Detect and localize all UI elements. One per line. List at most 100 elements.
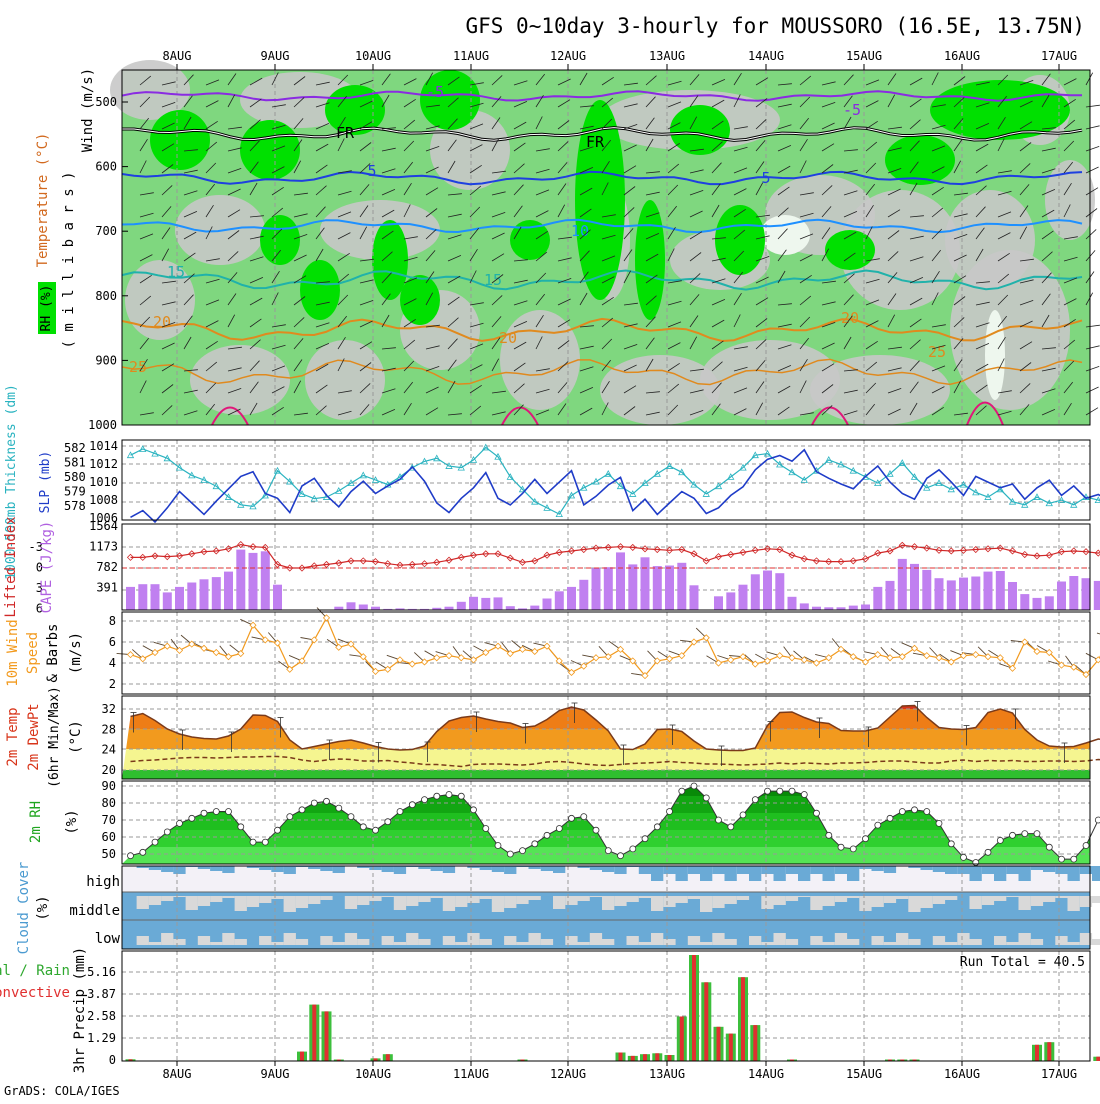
cloud-mid-bar: [700, 896, 712, 912]
high-rh-area: [150, 110, 210, 170]
cape-bar: [665, 566, 674, 611]
rh-point: [581, 814, 587, 820]
cloud-high-bar: [271, 866, 283, 872]
temp-band: [122, 696, 1090, 709]
rh-band: [122, 781, 1090, 796]
temp-tick-label: 24: [102, 743, 116, 757]
cloud-low-bar: [627, 936, 639, 945]
cloud-low-bar: [284, 933, 296, 945]
rh-point: [164, 829, 170, 835]
cape-bar: [690, 585, 699, 610]
cape-bar: [261, 551, 270, 610]
cloud-high-bar: [921, 866, 933, 870]
cloud-mid-bar: [970, 896, 982, 909]
rh-point: [483, 826, 489, 832]
cloud-mid-bar: [1019, 896, 1031, 910]
cloud-low-bar: [480, 939, 492, 945]
cape-bar: [788, 597, 797, 610]
rh-point: [752, 797, 758, 803]
cloud-high-bar: [957, 866, 969, 874]
rh-point: [250, 839, 256, 845]
cloud-high-bar: [161, 866, 173, 872]
rh-point: [654, 824, 660, 830]
precip-convective-bar: [1047, 1042, 1051, 1061]
cloud-label-1: Cloud Cover: [16, 862, 32, 955]
rh-point: [838, 844, 844, 850]
cloud-low-bar: [271, 942, 283, 945]
cloud-mid-bar: [553, 896, 565, 909]
cloud-mid-bar: [284, 896, 296, 912]
cape-bar: [1008, 582, 1017, 610]
wind-speed-point: [446, 653, 452, 659]
bottom-date-label: 15AUG: [846, 1067, 882, 1081]
wind-speed-point: [336, 644, 342, 650]
precip-tick-label: 2.58: [87, 1009, 116, 1023]
rh-point: [1059, 856, 1065, 862]
rh-point: [728, 824, 734, 830]
wind-speed-point: [532, 648, 538, 654]
rh-point: [1046, 844, 1052, 850]
cloud-low-bar: [541, 939, 553, 945]
cloud-high-bar: [688, 866, 700, 874]
top-date-label: 12AUG: [550, 49, 586, 63]
wind-speed-point: [1071, 664, 1077, 670]
cloud-high-bar: [259, 866, 271, 870]
cape-bar: [481, 598, 490, 610]
millibars-axis-label: ( m i l l i b a r s ): [61, 171, 77, 348]
rh-point: [875, 822, 881, 828]
cape-bar: [126, 587, 135, 610]
cloud-high-bar: [1006, 866, 1018, 874]
cloud-low-bar: [394, 942, 406, 945]
cloud-mid-bar: [296, 896, 308, 908]
temp-label-2: 2m DewPt: [26, 703, 42, 770]
cloud-low-bar: [529, 933, 541, 945]
precip-convective-bar: [300, 1052, 304, 1061]
precip-panel: Run Total = 40.55.163.872.581.290Total /…: [0, 951, 1100, 1067]
rh-point: [556, 826, 562, 832]
wind-speed-point: [409, 661, 415, 667]
cloud-mid-bar: [492, 896, 504, 912]
cape-bar: [236, 550, 245, 610]
cloud-mid-bar: [676, 896, 688, 903]
cape-bar: [249, 553, 258, 610]
rh-point: [385, 819, 391, 825]
cape-bar: [726, 592, 735, 610]
rh-point: [814, 810, 820, 816]
cloud-mid-bar: [859, 896, 871, 911]
cloud-low-bar: [896, 933, 908, 945]
precip-total-label: Total / Rain: [0, 963, 70, 979]
rh-point: [765, 788, 771, 794]
rh-point: [630, 846, 636, 852]
cloud-mid-bar: [994, 896, 1006, 901]
cape-bar: [775, 573, 784, 610]
cloud-low-bar: [688, 936, 700, 945]
contour-label: 10: [571, 222, 589, 240]
cloud-mid-bar: [810, 896, 822, 910]
cloud-mid-bar: [345, 896, 357, 909]
cloud-low-bar: [749, 936, 761, 945]
rh-tick-label: 50: [102, 847, 116, 861]
rh-point: [520, 848, 526, 854]
rh-point: [140, 849, 146, 855]
contour-label: FR: [336, 124, 355, 142]
high-rh-area: [260, 215, 300, 265]
lifted-index-axis-label: Lifted Index: [3, 516, 19, 617]
rh2m-label-1: 2m RH: [28, 801, 44, 843]
cloud-high-bar: [320, 866, 332, 871]
rh-point: [422, 797, 428, 803]
cape-bar: [677, 563, 686, 610]
rh-point: [789, 788, 795, 794]
cape-bar: [457, 602, 466, 610]
cloud-mid-bar: [443, 896, 455, 911]
temp-band: [122, 729, 1090, 749]
cape-bar: [224, 572, 233, 610]
rh-point: [348, 814, 354, 820]
rh2m-label-2: (%): [64, 809, 80, 834]
top-date-label: 11AUG: [453, 49, 489, 63]
high-rh-area: [372, 220, 408, 300]
cape-bar: [971, 577, 980, 611]
cape-bar: [163, 592, 172, 610]
